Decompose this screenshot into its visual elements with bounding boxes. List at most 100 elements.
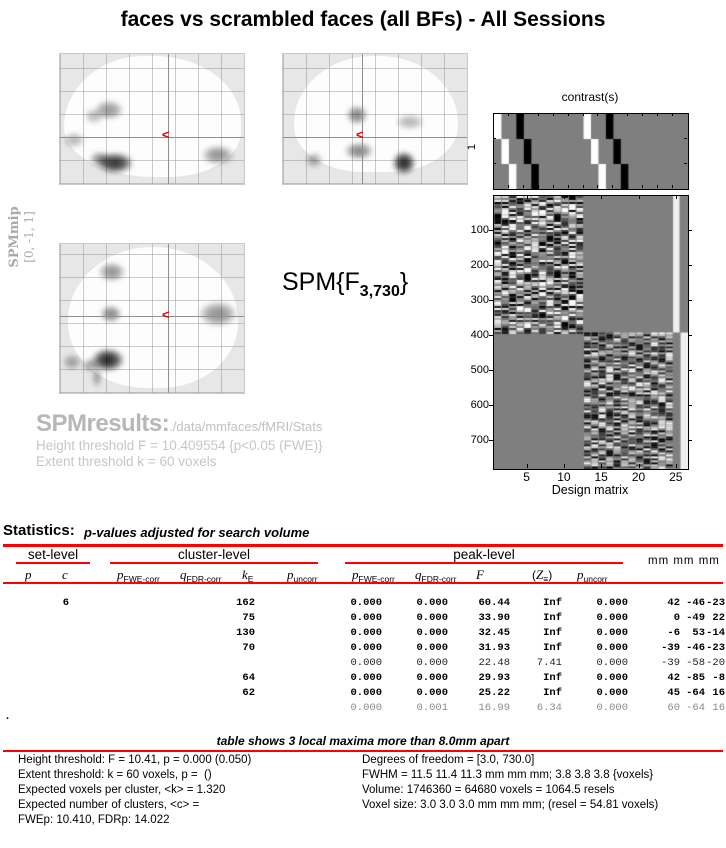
design-matrix-ytick — [489, 335, 493, 336]
design-matrix-image — [493, 195, 689, 470]
table-cell: 0.000 — [416, 687, 448, 699]
f-dof-subscript: 3,730 — [359, 283, 400, 300]
col-header-cluster-puncorr: puncorr — [287, 567, 318, 584]
design-matrix-ytick-label: 200 — [470, 259, 489, 271]
coronal-activation-blob — [392, 151, 416, 175]
table-cell: 6 — [62, 597, 69, 609]
table-cell: -46 — [686, 642, 705, 654]
contrast-tick-top — [597, 113, 599, 116]
coronal-cursor-marker[interactable]: < — [356, 127, 364, 142]
col-header-peak-puncorr: puncorr — [577, 567, 608, 584]
contrast-tick-top — [522, 113, 524, 116]
col-header-peak-z: (Z≡) — [532, 567, 553, 584]
header-rule — [3, 544, 723, 547]
design-matrix-xtick-label: 25 — [669, 470, 683, 484]
contrast-index-tick: 1 — [466, 143, 479, 151]
table-cell: Inf — [543, 627, 562, 639]
table-cell: 0.000 — [350, 642, 382, 654]
statistics-subheading: p-values adjusted for search volume — [84, 525, 310, 540]
spm-results-block: SPMresults:./data/mmfaces/fMRI/Stats Hei… — [36, 410, 323, 470]
design-matrix-xtick-label: 20 — [631, 470, 646, 484]
contrast-tick-bottom — [537, 185, 539, 188]
table-cell: 0.000 — [350, 702, 382, 714]
table-cell: 22 — [712, 612, 725, 624]
table-cell: -49 — [686, 612, 705, 624]
sagittal-activation-blob — [96, 152, 134, 174]
table-cell: 0.000 — [416, 597, 448, 609]
design-matrix-xtick-label: 5 — [523, 470, 530, 484]
set-level-group-header: set-level — [27, 547, 79, 562]
table-cell: 33.90 — [478, 612, 510, 624]
footer-right-line: Volume: 1746360 = 64680 voxels = 1064.5 … — [362, 784, 615, 796]
design-matrix-xtick-top — [601, 195, 603, 199]
contrast-tick-top — [552, 113, 554, 116]
design-matrix-ytick-right — [688, 300, 692, 301]
contrast-weights-image — [493, 113, 689, 190]
contrast-tick-bottom — [567, 185, 569, 188]
table-cell: Inf — [543, 597, 562, 609]
table-cell: -6 — [667, 627, 680, 639]
contrast-tick-left — [493, 138, 496, 139]
col-header-cluster-pfwe: pFWE-corr — [117, 567, 160, 584]
footer-right-line: Voxel size: 3.0 3.0 3.0 mm mm mm; (resel… — [362, 799, 659, 811]
sagittal-cursor-marker[interactable]: < — [162, 127, 170, 142]
design-matrix-ytick-right — [688, 370, 692, 371]
sagittal-activation-blob — [89, 151, 111, 167]
coronal-activation-blob — [305, 152, 323, 168]
table-cell: 0.000 — [416, 612, 448, 624]
design-matrix-xtick-top — [526, 195, 528, 199]
footer-left-line: Expected voxels per cluster, <k> = 1.320 — [18, 784, 226, 796]
table-cell: 6.34 — [536, 702, 562, 714]
design-matrix-ytick-right — [688, 440, 692, 441]
axial-activation-blob — [100, 305, 122, 323]
table-cell: 29.93 — [478, 672, 510, 684]
table-cell: 0.000 — [350, 597, 382, 609]
table-cell: 64 — [242, 672, 255, 684]
table-cell: -39 — [661, 657, 680, 669]
contrast-tick-top — [582, 113, 584, 116]
table-cell: 32.45 — [478, 627, 510, 639]
table-cell: 0 — [673, 612, 680, 624]
table-cell: 42 — [667, 672, 680, 684]
design-matrix-ytick-right — [688, 335, 692, 336]
table-cell: 0.000 — [350, 657, 382, 669]
design-matrix-ytick-right — [688, 405, 692, 406]
table-cell: -46 — [686, 597, 705, 609]
table-cell: -85 — [686, 672, 705, 684]
footer-left-line: Extent threshold: k = 60 voxels, p = () — [18, 769, 212, 781]
height-threshold-line: Height threshold F = 10.409554 {p<0.05 (… — [36, 438, 323, 453]
col-header-peak-f: F — [476, 567, 484, 582]
design-matrix-xtick-top — [563, 195, 565, 199]
contrast-tick-left — [493, 163, 496, 164]
table-cell: 0.000 — [350, 627, 382, 639]
sagittal-activation-blob — [94, 100, 124, 120]
table-top-rule — [3, 582, 723, 584]
table-cell: 0.000 — [416, 672, 448, 684]
axial-crosshair-vertical — [168, 244, 169, 393]
table-cell: 0.000 — [596, 702, 628, 714]
design-matrix-ytick-label: 100 — [470, 224, 489, 236]
design-matrix-xtick-label: 15 — [594, 470, 608, 484]
footer-right-line: FWHM = 11.5 11.4 11.3 mm mm mm; 3.8 3.8 … — [362, 769, 654, 781]
table-cell: 45 — [667, 687, 680, 699]
contrast-tick-top — [537, 113, 539, 116]
col-header-set-p: p — [25, 567, 32, 582]
table-cell: 53 — [692, 627, 705, 639]
mip-grid — [60, 54, 244, 184]
design-matrix-xtick-top — [675, 195, 677, 199]
coronal-activation-blob — [344, 142, 374, 160]
mip-sagittal-view: < — [59, 53, 245, 185]
table-cell: -23 — [706, 642, 725, 654]
contrast-panel-title: contrast(s) — [561, 90, 619, 104]
results-path: ./data/mmfaces/fMRI/Stats — [169, 419, 323, 434]
table-cell: Inf — [543, 642, 562, 654]
table-cell: 0.000 — [350, 612, 382, 624]
table-cell: 7.41 — [536, 657, 562, 669]
table-cell: -39 — [661, 642, 680, 654]
axial-cursor-marker[interactable]: < — [162, 307, 170, 322]
table-cell: -14 — [706, 627, 725, 639]
design-matrix-ytick — [489, 370, 493, 371]
design-matrix-ytick — [489, 440, 493, 441]
design-matrix-ytick-label: 400 — [470, 329, 489, 341]
coronal-crosshair-vertical — [362, 54, 363, 184]
